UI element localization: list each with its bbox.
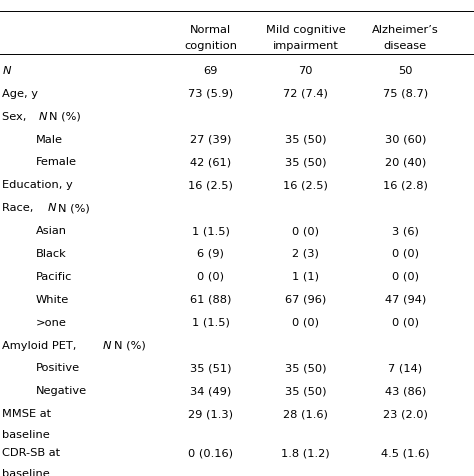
Text: 34 (49): 34 (49) <box>190 386 232 396</box>
Text: Pacific: Pacific <box>36 271 72 281</box>
Text: Age, y: Age, y <box>2 89 38 99</box>
Text: 0 (0): 0 (0) <box>292 226 319 236</box>
Text: 4.5 (1.6): 4.5 (1.6) <box>381 447 429 457</box>
Text: 35 (50): 35 (50) <box>285 386 327 396</box>
Text: 3 (6): 3 (6) <box>392 226 419 236</box>
Text: 69: 69 <box>204 66 218 76</box>
Text: 61 (88): 61 (88) <box>190 294 232 304</box>
Text: CDR-SB at: CDR-SB at <box>2 447 61 457</box>
Text: N: N <box>38 111 47 121</box>
Text: Education, y: Education, y <box>2 180 73 190</box>
Text: 73 (5.9): 73 (5.9) <box>188 89 234 99</box>
Text: Black: Black <box>36 248 66 258</box>
Text: 0 (0): 0 (0) <box>392 248 419 258</box>
Text: impairment: impairment <box>273 41 338 51</box>
Text: 35 (50): 35 (50) <box>285 134 327 144</box>
Text: >one: >one <box>36 317 66 327</box>
Text: Male: Male <box>36 134 63 144</box>
Text: 50: 50 <box>398 66 412 76</box>
Text: Normal: Normal <box>191 25 231 35</box>
Text: 0 (0): 0 (0) <box>392 271 419 281</box>
Text: baseline: baseline <box>2 429 50 439</box>
Text: 27 (39): 27 (39) <box>190 134 232 144</box>
Text: 0 (0): 0 (0) <box>292 317 319 327</box>
Text: N (%): N (%) <box>58 203 90 213</box>
Text: Race,: Race, <box>2 203 37 213</box>
Text: 20 (40): 20 (40) <box>384 157 426 167</box>
Text: 72 (7.4): 72 (7.4) <box>283 89 328 99</box>
Text: Amyloid PET,: Amyloid PET, <box>2 340 81 350</box>
Text: 35 (51): 35 (51) <box>190 363 232 373</box>
Text: Female: Female <box>36 157 76 167</box>
Text: 29 (1.3): 29 (1.3) <box>189 408 233 418</box>
Text: 23 (2.0): 23 (2.0) <box>383 408 428 418</box>
Text: 47 (94): 47 (94) <box>384 294 426 304</box>
Text: 16 (2.8): 16 (2.8) <box>383 180 428 190</box>
Text: 67 (96): 67 (96) <box>285 294 327 304</box>
Text: 1 (1.5): 1 (1.5) <box>192 317 230 327</box>
Text: baseline: baseline <box>2 468 50 476</box>
Text: Alzheimer’s: Alzheimer’s <box>372 25 438 35</box>
Text: disease: disease <box>384 41 427 51</box>
Text: MMSE at: MMSE at <box>2 408 52 418</box>
Text: 16 (2.5): 16 (2.5) <box>189 180 233 190</box>
Text: 0 (0): 0 (0) <box>198 271 224 281</box>
Text: N (%): N (%) <box>114 340 146 350</box>
Text: 7 (14): 7 (14) <box>388 363 422 373</box>
Text: 1 (1): 1 (1) <box>292 271 319 281</box>
Text: 6 (9): 6 (9) <box>198 248 224 258</box>
Text: Sex,: Sex, <box>2 111 30 121</box>
Text: N (%): N (%) <box>49 111 81 121</box>
Text: 0 (0.16): 0 (0.16) <box>189 447 233 457</box>
Text: 28 (1.6): 28 (1.6) <box>283 408 328 418</box>
Text: N: N <box>2 66 11 76</box>
Text: 43 (86): 43 (86) <box>384 386 426 396</box>
Text: 2 (3): 2 (3) <box>292 248 319 258</box>
Text: Mild cognitive: Mild cognitive <box>266 25 346 35</box>
Text: N: N <box>47 203 56 213</box>
Text: Asian: Asian <box>36 226 66 236</box>
Text: 70: 70 <box>299 66 313 76</box>
Text: 75 (8.7): 75 (8.7) <box>383 89 428 99</box>
Text: cognition: cognition <box>184 41 237 51</box>
Text: Negative: Negative <box>36 386 87 396</box>
Text: Positive: Positive <box>36 363 80 373</box>
Text: 42 (61): 42 (61) <box>191 157 231 167</box>
Text: 30 (60): 30 (60) <box>384 134 426 144</box>
Text: 0 (0): 0 (0) <box>392 317 419 327</box>
Text: White: White <box>36 294 69 304</box>
Text: 1.8 (1.2): 1.8 (1.2) <box>282 447 330 457</box>
Text: 35 (50): 35 (50) <box>285 363 327 373</box>
Text: N: N <box>103 340 111 350</box>
Text: 35 (50): 35 (50) <box>285 157 327 167</box>
Text: 16 (2.5): 16 (2.5) <box>283 180 328 190</box>
Text: 1 (1.5): 1 (1.5) <box>192 226 230 236</box>
